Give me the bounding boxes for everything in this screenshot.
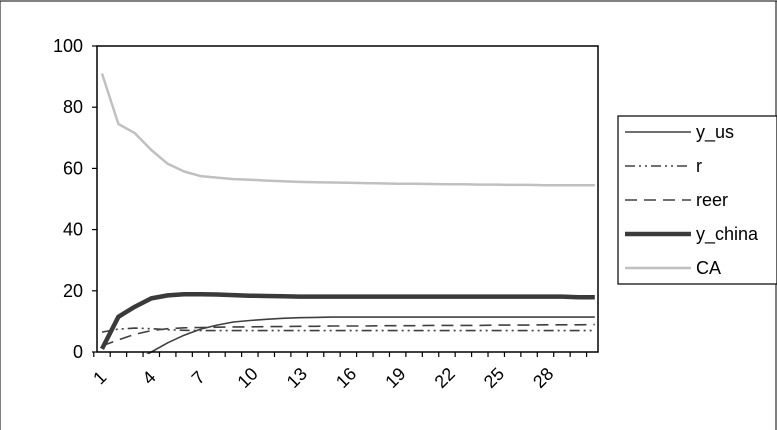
series-line-reer <box>101 323 595 347</box>
legend-label-y_us: y_us <box>696 122 734 143</box>
series-line-y_china <box>99 291 595 350</box>
y-tick-label: 20 <box>63 281 83 301</box>
legend: y_usr reer y_china CA <box>617 115 777 285</box>
series-line-r <box>101 327 595 333</box>
y-tick-label: 0 <box>73 342 83 362</box>
series-line-CA <box>100 73 595 187</box>
plot-area <box>99 73 595 354</box>
y-tick-label: 100 <box>53 36 83 56</box>
plot-frame <box>96 45 599 353</box>
legend-label-CA: CA <box>696 258 721 278</box>
y-tick-label: 60 <box>63 158 83 178</box>
y-tick-label: 80 <box>63 97 83 117</box>
legend-label-y_china: y_china <box>696 224 759 245</box>
legend-label-reer: reer <box>696 190 728 210</box>
legend-label-r: r <box>696 156 702 176</box>
y-tick-label: 40 <box>63 220 83 240</box>
series-line-y_us <box>146 316 595 354</box>
